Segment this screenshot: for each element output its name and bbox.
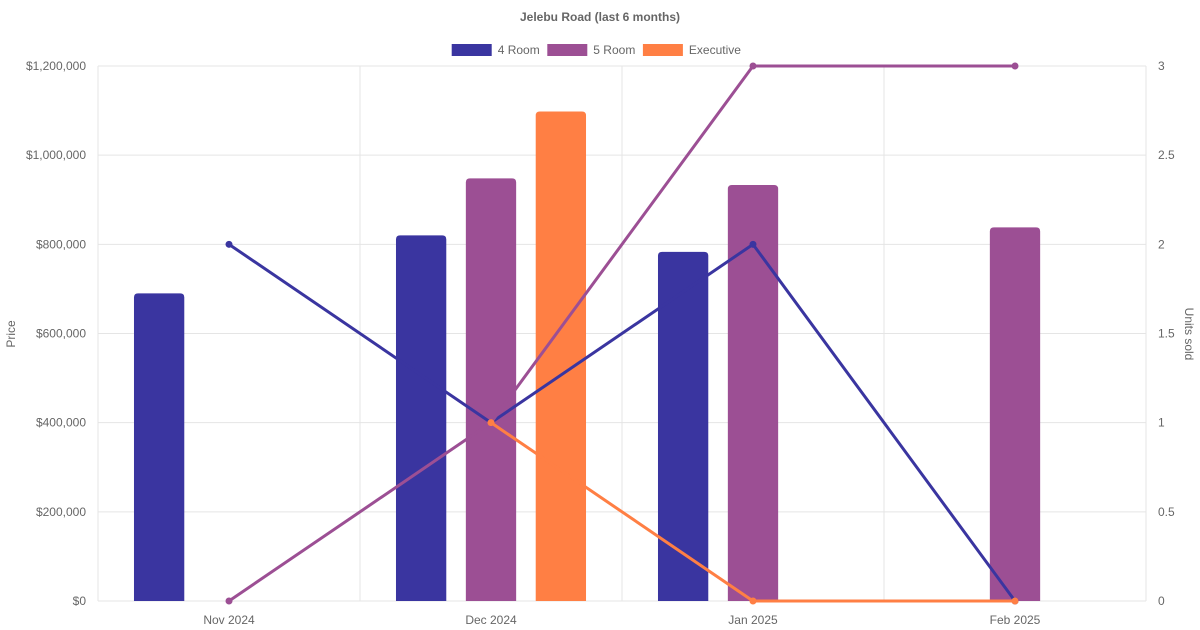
- y-tick-label: $1,200,000: [26, 59, 86, 73]
- point-5-room: [225, 597, 233, 605]
- legend-swatch: [642, 44, 683, 56]
- point-5-room: [1011, 62, 1019, 70]
- bars: [133, 111, 1041, 601]
- point-5-room: [749, 62, 757, 70]
- point-executive: [749, 597, 757, 605]
- x-tick-label: Dec 2024: [465, 613, 517, 627]
- y-tick-label: $800,000: [36, 237, 86, 251]
- line-4-room: [227, 242, 1017, 603]
- bar-5-room: [465, 178, 517, 601]
- legend-label: Executive: [689, 43, 741, 57]
- legend-label: 4 Room: [498, 43, 540, 57]
- legend-label: 5 Room: [593, 43, 635, 57]
- y2-tick-label: 3: [1158, 59, 1165, 73]
- y2-tick-label: 2.5: [1158, 148, 1175, 162]
- y-tick-label: $600,000: [36, 327, 86, 341]
- y2-axis-title: Units sold: [1182, 308, 1196, 361]
- bar-4-room: [133, 293, 185, 601]
- x-tick-label: Jan 2025: [728, 613, 778, 627]
- bar-5-room: [989, 227, 1041, 601]
- point-executive: [1011, 597, 1019, 605]
- y-tick-label: $200,000: [36, 505, 86, 519]
- y2-tick-label: 2: [1158, 237, 1165, 251]
- legend: 4 Room 5 Room Executive: [451, 43, 741, 57]
- bar-4-room: [657, 251, 709, 601]
- y2-tick-label: 1.5: [1158, 327, 1175, 341]
- bar-executive: [535, 111, 587, 601]
- y2-tick-label: 1: [1158, 416, 1165, 430]
- y-tick-label: $1,000,000: [26, 148, 86, 162]
- bar-5-room: [727, 185, 779, 601]
- point-4-room: [749, 240, 757, 248]
- y2-tick-label: 0: [1158, 594, 1165, 608]
- bar-4-room: [395, 235, 447, 601]
- y2-tick-label: 0.5: [1158, 505, 1175, 519]
- point-executive: [487, 419, 495, 427]
- y-axis-title: Price: [4, 320, 18, 348]
- legend-swatch: [547, 44, 588, 56]
- x-tick-label: Nov 2024: [203, 613, 255, 627]
- legend-swatch: [451, 44, 492, 56]
- y-tick-label: $0: [73, 594, 87, 608]
- line-5-room: [227, 64, 1017, 603]
- axes: $0 0 $200,000 0.5 $400,000 1 $600,000 1.5 $800,0…: [26, 59, 1175, 627]
- unit-lines: [225, 62, 1019, 605]
- chart-title: Jelebu Road (last 6 months): [520, 10, 680, 24]
- y-tick-label: $400,000: [36, 416, 86, 430]
- point-4-room: [225, 240, 233, 248]
- x-tick-label: Feb 2025: [990, 613, 1041, 627]
